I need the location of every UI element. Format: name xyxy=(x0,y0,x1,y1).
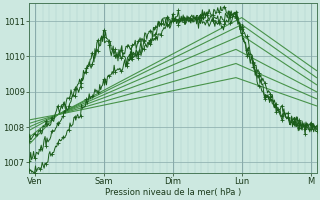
X-axis label: Pression niveau de la mer( hPa ): Pression niveau de la mer( hPa ) xyxy=(105,188,241,197)
